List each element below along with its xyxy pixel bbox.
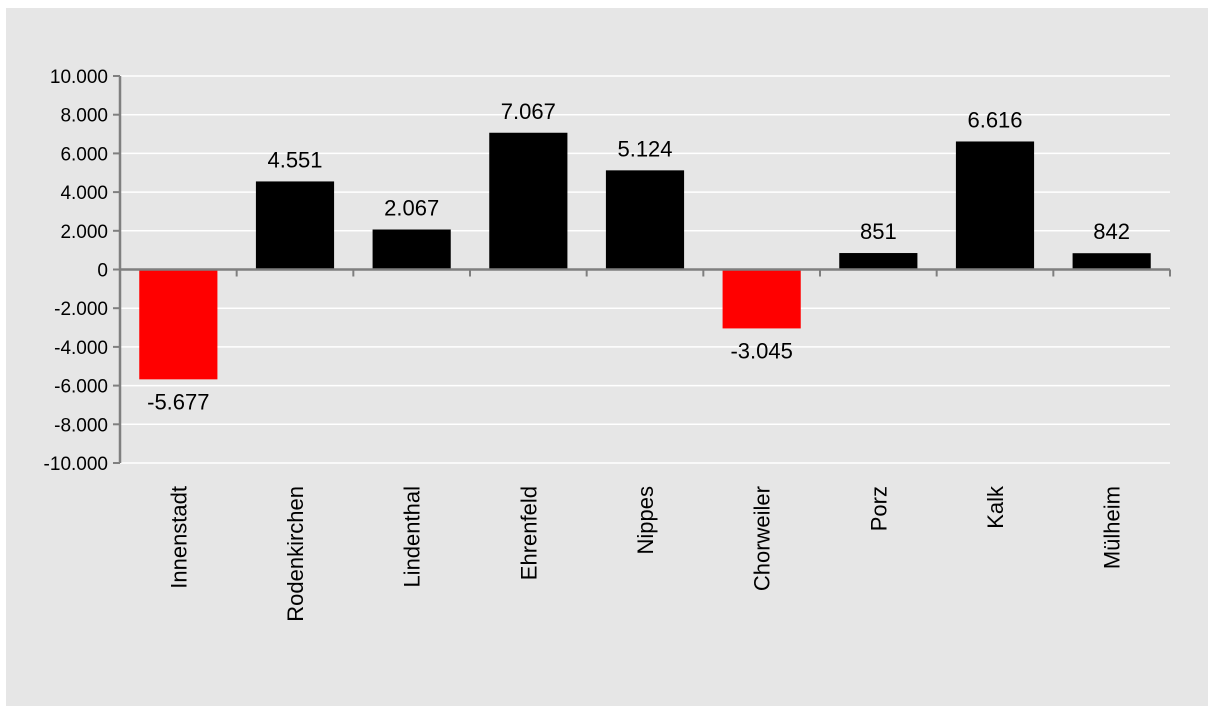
data-label: 842 xyxy=(1093,219,1130,244)
bar xyxy=(955,141,1035,270)
data-label: 2.067 xyxy=(384,196,439,221)
bar xyxy=(722,269,801,329)
bar xyxy=(372,229,451,270)
category-label: Porz xyxy=(866,486,891,531)
bar xyxy=(255,181,335,270)
category-label: Innenstadt xyxy=(166,486,191,589)
bar xyxy=(139,269,218,380)
y-tick-label: -4.000 xyxy=(54,338,108,359)
y-tick-label: 8.000 xyxy=(60,106,108,127)
data-label: -3.045 xyxy=(730,338,792,363)
category-label: Ehrenfeld xyxy=(516,486,541,580)
y-tick-label: -2.000 xyxy=(54,299,108,320)
y-tick-label: -10.000 xyxy=(44,454,108,475)
bar xyxy=(489,132,568,270)
chart-area: 10.000 8.000 6.000 4.000 2.000 0 -2.000 -4.000 -… xyxy=(6,8,1208,706)
y-tick-label: 0 xyxy=(97,261,108,282)
category-label: Rodenkirchen xyxy=(283,486,308,622)
category-label: Chorweiler xyxy=(750,486,775,591)
data-label: 6.616 xyxy=(967,107,1022,132)
category-label: Lindenthal xyxy=(400,486,425,588)
bar xyxy=(605,170,685,270)
data-label: 5.124 xyxy=(617,136,672,161)
y-tick-label: -6.000 xyxy=(54,377,108,398)
bar-chart: 10.000 8.000 6.000 4.000 2.000 0 -2.000 -4.000 -… xyxy=(44,67,1171,622)
bar xyxy=(1072,253,1151,270)
y-tick-label: 2.000 xyxy=(60,222,108,243)
y-tick-label: 10.000 xyxy=(50,67,108,88)
data-label: -5.677 xyxy=(147,389,209,414)
y-tick-label: 4.000 xyxy=(60,183,108,204)
category-label: Nippes xyxy=(633,486,658,554)
bar xyxy=(839,253,918,270)
y-tick-label: -8.000 xyxy=(54,415,108,436)
category-label: Kalk xyxy=(983,485,1008,529)
data-label: 7.067 xyxy=(501,99,556,124)
category-label: Mülheim xyxy=(1100,486,1125,569)
data-label: 4.551 xyxy=(267,147,322,172)
y-tick-label: 6.000 xyxy=(60,144,108,165)
data-label: 851 xyxy=(860,219,897,244)
